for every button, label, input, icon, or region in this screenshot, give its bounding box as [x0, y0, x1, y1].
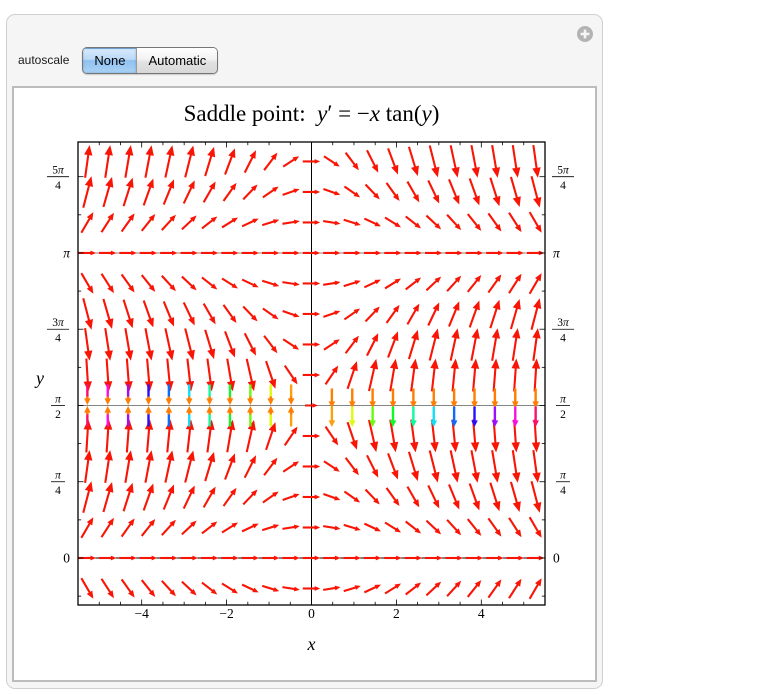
svg-text:5π: 5π: [52, 164, 65, 176]
svg-text:2: 2: [560, 409, 566, 421]
svg-text:4: 4: [55, 333, 61, 345]
svg-text:0: 0: [553, 551, 560, 566]
svg-text:π: π: [560, 470, 567, 482]
svg-text:π: π: [55, 393, 62, 405]
svg-text:4: 4: [55, 485, 61, 497]
svg-text:4: 4: [560, 485, 566, 497]
svg-text:0: 0: [308, 606, 315, 621]
autoscale-label: autoscale: [18, 53, 70, 67]
autoscale-setter-bar: None Automatic: [82, 46, 219, 74]
setter-option-none[interactable]: None: [83, 47, 137, 73]
svg-text:3π: 3π: [52, 317, 65, 329]
manipulate-panel: autoscale None Automatic Saddle point: y…: [6, 14, 603, 689]
svg-text:4: 4: [478, 606, 485, 621]
svg-text:2: 2: [393, 606, 400, 621]
svg-text:3π: 3π: [557, 317, 570, 329]
svg-text:−2: −2: [219, 606, 233, 621]
plot-area: Saddle point: y′ = −x tan(y) −4 −2 0 2 4 x y 0 0…: [12, 86, 597, 682]
svg-text:π: π: [553, 245, 561, 260]
svg-text:π: π: [55, 470, 62, 482]
svg-text:2: 2: [55, 409, 61, 421]
vector-field-svg: −4 −2 0 2 4 x y 0 0 π 4 π 4 π 2 π 2 3π 4 3π 4 π π 5π 4 5π 4: [34, 141, 574, 654]
plus-icon: [577, 26, 593, 42]
expand-button[interactable]: [576, 25, 594, 43]
svg-text:4: 4: [55, 180, 61, 192]
svg-text:4: 4: [560, 180, 566, 192]
svg-text:π: π: [560, 393, 567, 405]
svg-text:y: y: [34, 368, 44, 388]
svg-text:0: 0: [63, 551, 70, 566]
svg-text:π: π: [63, 245, 71, 260]
svg-text:4: 4: [560, 333, 566, 345]
svg-text:−4: −4: [135, 606, 150, 621]
svg-text:x: x: [307, 634, 316, 654]
autoscale-control: autoscale None Automatic: [18, 45, 219, 75]
svg-text:5π: 5π: [557, 164, 570, 176]
chart-title: Saddle point: y′ = −x tan(y): [183, 101, 440, 126]
setter-option-automatic[interactable]: Automatic: [136, 47, 218, 73]
